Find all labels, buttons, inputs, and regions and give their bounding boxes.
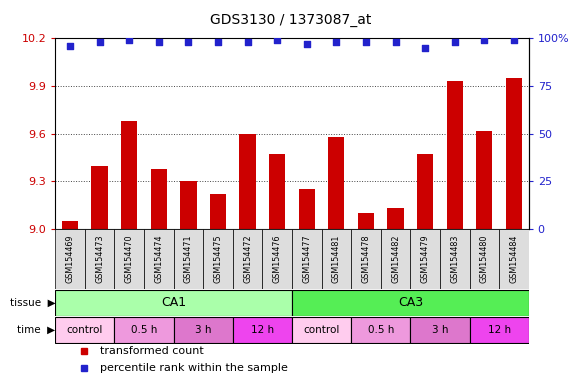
Bar: [263, 229, 292, 289]
Text: control: control: [67, 325, 103, 335]
Point: [243, 39, 252, 45]
Text: GSM154479: GSM154479: [421, 235, 429, 283]
Bar: [239, 134, 256, 229]
Bar: [210, 194, 226, 229]
Point: [95, 39, 104, 45]
Bar: [499, 229, 529, 289]
Bar: [144, 229, 174, 289]
Text: tissue  ▶: tissue ▶: [9, 298, 55, 308]
Text: GSM154483: GSM154483: [450, 235, 459, 283]
Bar: [321, 229, 351, 289]
Bar: [114, 229, 144, 289]
Point: [332, 39, 341, 45]
Point: [213, 39, 223, 45]
Bar: [410, 229, 440, 289]
Bar: [62, 221, 78, 229]
Text: GSM154480: GSM154480: [480, 235, 489, 283]
Text: GDS3130 / 1373087_at: GDS3130 / 1373087_at: [210, 13, 371, 27]
Text: GSM154473: GSM154473: [95, 235, 104, 283]
Bar: [203, 229, 233, 289]
Point: [272, 37, 282, 43]
Text: CA3: CA3: [398, 296, 423, 309]
Bar: [476, 131, 493, 229]
Bar: [469, 229, 499, 289]
Bar: [180, 182, 196, 229]
Bar: [55, 229, 85, 289]
Text: 3 h: 3 h: [195, 325, 211, 335]
Point: [510, 37, 519, 43]
Bar: [150, 169, 167, 229]
Bar: [292, 290, 529, 316]
Bar: [351, 229, 381, 289]
Point: [361, 39, 371, 45]
Bar: [358, 213, 374, 229]
Bar: [328, 137, 345, 229]
Text: GSM154469: GSM154469: [66, 235, 74, 283]
Point: [302, 41, 311, 47]
Text: GSM154481: GSM154481: [332, 235, 341, 283]
Bar: [114, 317, 174, 343]
Text: GSM154478: GSM154478: [361, 235, 371, 283]
Point: [124, 37, 134, 43]
Bar: [292, 229, 321, 289]
Text: GSM154475: GSM154475: [213, 235, 223, 283]
Bar: [447, 81, 463, 229]
Text: 0.5 h: 0.5 h: [368, 325, 394, 335]
Bar: [469, 317, 529, 343]
Bar: [299, 189, 315, 229]
Text: 3 h: 3 h: [432, 325, 448, 335]
Bar: [440, 229, 469, 289]
Bar: [121, 121, 137, 229]
Point: [391, 39, 400, 45]
Text: control: control: [303, 325, 340, 335]
Text: 12 h: 12 h: [487, 325, 511, 335]
Text: 12 h: 12 h: [251, 325, 274, 335]
Bar: [233, 317, 292, 343]
Bar: [233, 229, 263, 289]
Bar: [381, 229, 410, 289]
Text: GSM154484: GSM154484: [510, 235, 518, 283]
Bar: [417, 154, 433, 229]
Bar: [55, 290, 292, 316]
Bar: [292, 317, 351, 343]
Point: [480, 37, 489, 43]
Bar: [388, 209, 404, 229]
Point: [450, 39, 460, 45]
Text: time  ▶: time ▶: [17, 325, 55, 335]
Bar: [506, 78, 522, 229]
Text: percentile rank within the sample: percentile rank within the sample: [100, 363, 288, 373]
Text: GSM154474: GSM154474: [155, 235, 163, 283]
Bar: [269, 154, 285, 229]
Bar: [174, 317, 233, 343]
Text: CA1: CA1: [161, 296, 186, 309]
Point: [65, 43, 74, 49]
Text: GSM154471: GSM154471: [184, 235, 193, 283]
Bar: [55, 317, 114, 343]
Point: [154, 39, 163, 45]
Text: GSM154476: GSM154476: [272, 235, 282, 283]
Text: 0.5 h: 0.5 h: [131, 325, 157, 335]
Bar: [91, 166, 107, 229]
Text: GSM154470: GSM154470: [125, 235, 134, 283]
Bar: [351, 317, 410, 343]
Bar: [85, 229, 114, 289]
Bar: [410, 317, 469, 343]
Text: GSM154472: GSM154472: [243, 235, 252, 283]
Point: [421, 45, 430, 51]
Text: GSM154477: GSM154477: [302, 235, 311, 283]
Point: [184, 39, 193, 45]
Text: transformed count: transformed count: [100, 346, 204, 356]
Text: GSM154482: GSM154482: [391, 235, 400, 283]
Bar: [174, 229, 203, 289]
